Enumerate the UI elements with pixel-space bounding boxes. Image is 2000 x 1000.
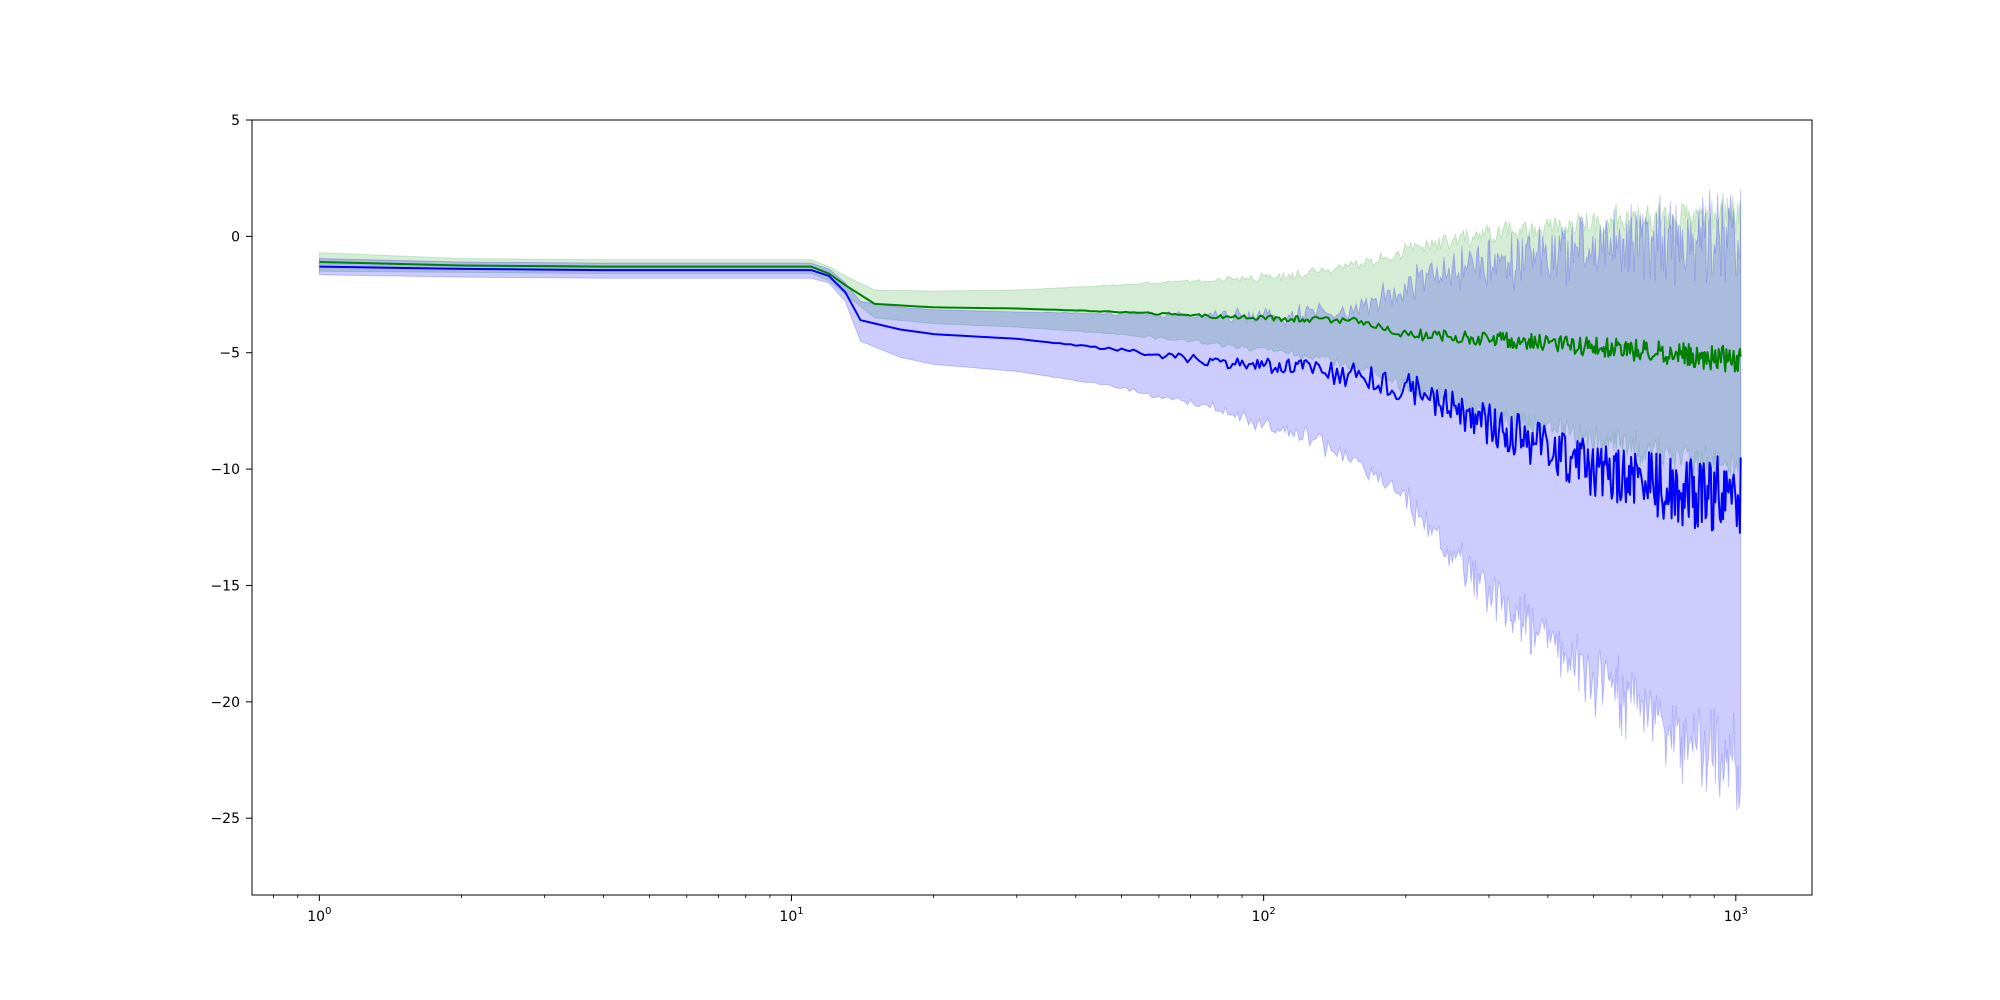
x-tick-base: 10	[1724, 909, 1742, 925]
x-tick-base: 10	[307, 909, 325, 925]
x-tick-label: 102	[1252, 906, 1276, 925]
y-tick-label: −25	[210, 811, 240, 827]
series-line-1	[319, 261, 1742, 373]
x-tick-exponent: 3	[1742, 906, 1748, 917]
y-axis: 5 0 −5 −10 −15 −20 −25	[210, 113, 252, 827]
y-tick-label: −20	[210, 695, 240, 711]
series-line-2	[319, 265, 1742, 534]
y-tick-label: −15	[210, 578, 240, 594]
plot-frame	[251, 119, 1813, 896]
x-tick-label: 103	[1724, 906, 1748, 925]
y-tick-label: 0	[231, 229, 240, 245]
y-tick-label: −10	[210, 462, 240, 478]
x-tick-exponent: 0	[325, 906, 331, 917]
x-tick-label: 100	[307, 906, 331, 925]
x-tick-base: 10	[779, 909, 797, 925]
y-tick-label: 5	[231, 113, 240, 129]
series-lines	[319, 261, 1742, 534]
x-axis: 100 101 102 103	[273, 895, 1748, 925]
x-tick-base: 10	[1252, 909, 1270, 925]
x-tick-exponent: 2	[1269, 906, 1275, 917]
x-tick-label: 101	[779, 906, 803, 925]
x-tick-exponent: 1	[797, 906, 803, 917]
y-tick-label: −5	[219, 346, 240, 362]
confidence-band-2	[318, 188, 1742, 811]
